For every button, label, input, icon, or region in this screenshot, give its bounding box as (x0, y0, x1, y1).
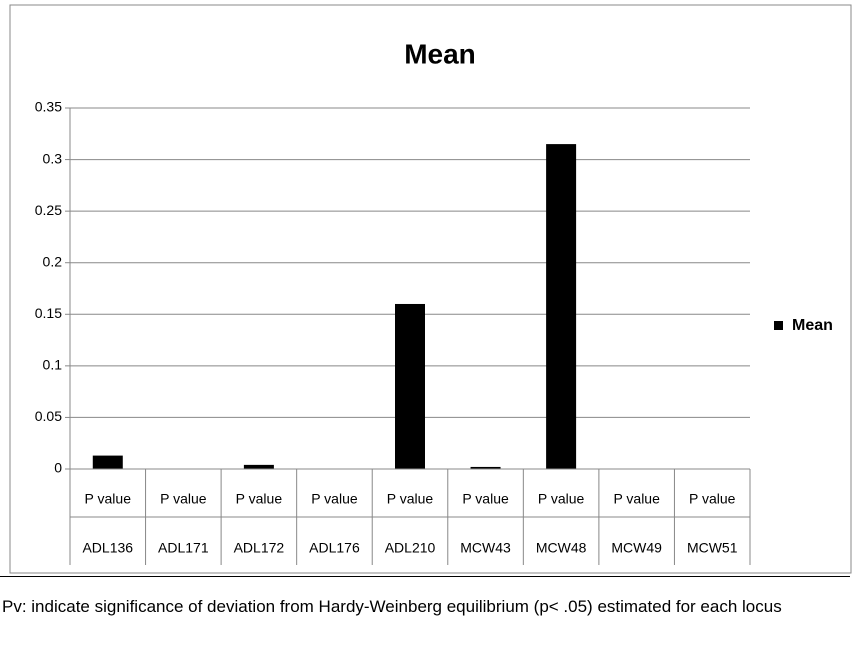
y-tick-label: 0.2 (43, 253, 63, 269)
x-group-label: ADL171 (158, 540, 209, 556)
x-group-label: MCW51 (687, 540, 738, 556)
bar (470, 466, 501, 469)
x-group-label: ADL176 (309, 540, 360, 556)
x-tick-label: P value (311, 491, 358, 507)
legend-label: Mean (792, 317, 833, 334)
y-tick-label: 0.3 (43, 150, 63, 166)
x-tick-label: P value (538, 491, 585, 507)
x-tick-label: P value (85, 491, 132, 507)
y-tick-label: 0.05 (35, 408, 62, 424)
chart-title: Mean (404, 38, 476, 69)
y-tick-label: 0.35 (35, 99, 62, 115)
x-tick-label: P value (613, 491, 660, 507)
chart: Mean 0 0.05 0.1 0.15 0.2 0.25 0.3 0.35 Mean P val… (9, 4, 852, 574)
y-tick-label: 0.25 (35, 202, 62, 218)
x-group-label: MCW49 (611, 540, 662, 556)
y-tick-label: 0.15 (35, 305, 62, 321)
x-tick-label: P value (160, 491, 207, 507)
y-tick-label: 0 (54, 460, 62, 476)
legend-swatch (774, 321, 783, 330)
x-group-label: ADL172 (234, 540, 285, 556)
x-group-label: MCW48 (536, 540, 587, 556)
bar (243, 464, 274, 469)
x-group-label: ADL210 (385, 540, 436, 556)
chart-border (9, 4, 852, 574)
x-tick-label: P value (236, 491, 283, 507)
x-tick-label: P value (387, 491, 434, 507)
y-tick-label: 0.1 (43, 357, 63, 373)
x-tick-label: P value (462, 491, 509, 507)
x-group-label: ADL136 (82, 540, 133, 556)
x-group-label: MCW43 (460, 540, 511, 556)
bar (546, 144, 577, 469)
footnote: Pv: indicate significance of deviation f… (0, 576, 850, 646)
x-tick-label: P value (689, 491, 736, 507)
bar (92, 455, 123, 469)
bar (395, 303, 425, 469)
